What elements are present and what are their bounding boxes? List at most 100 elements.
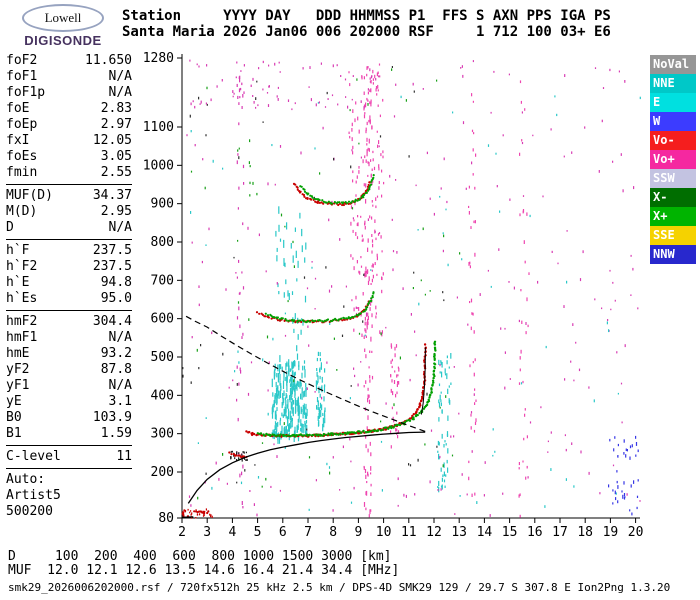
noise-top-strip (189, 59, 380, 109)
svg-text:80: 80 (158, 511, 174, 526)
noise-cyan-scatter (190, 95, 641, 511)
param-value: 237.5 (92, 259, 132, 274)
plot-axes (177, 54, 640, 523)
noise-blue-scatter-right (608, 435, 639, 516)
param-b1: B1 1.59 (6, 426, 132, 442)
legend-item-sse: SSE (650, 226, 696, 245)
param-label: hmE (6, 346, 30, 361)
param-fof1p: foF1p N/A (6, 85, 132, 101)
param-value: 94.8 (100, 275, 132, 290)
param-group-1: MUF(D) 34.37 M(D) 2.95 D N/A (6, 188, 132, 240)
footer-info: smk29_2026006202000.rsf / 720fx512h 25 k… (8, 581, 671, 594)
trace-f2-cusp-black (420, 347, 426, 415)
param-artist5: Artist5 (6, 488, 132, 504)
svg-text:18: 18 (577, 525, 593, 540)
noise-cyan-tall-6 (275, 206, 307, 363)
station-header-line2: Santa Maria 2026 Jan06 006 202000 RSF 1 … (122, 24, 611, 40)
svg-text:300: 300 (151, 427, 174, 442)
param-group-5: Auto: Artist5 500200 (6, 472, 132, 523)
param-foes: foEs 3.05 (6, 149, 132, 165)
param-label: h`F2 (6, 259, 38, 274)
param-value: 103.9 (92, 410, 132, 425)
legend-item-x: X+ (650, 207, 696, 226)
svg-text:12: 12 (426, 525, 442, 540)
param-ye: yE 3.1 (6, 394, 132, 410)
svg-text:1280: 1280 (143, 51, 174, 66)
param-value: 3.05 (100, 149, 132, 164)
svg-text:11: 11 (401, 525, 417, 540)
svg-text:16: 16 (527, 525, 543, 540)
noise-pink-upper-band (348, 63, 385, 337)
param-value: 11.650 (85, 53, 132, 68)
param-value: 1.59 (100, 426, 132, 441)
param-b0: B0 103.9 (6, 410, 132, 426)
param-value: N/A (108, 330, 132, 345)
param-label: foE (6, 101, 30, 116)
svg-text:5: 5 (254, 525, 262, 540)
param-clevel: C-level 11 (6, 449, 132, 465)
param-500200: 500200 (6, 504, 132, 520)
svg-text:500: 500 (151, 350, 174, 365)
param-value: 304.4 (92, 314, 132, 329)
svg-text:1000: 1000 (143, 158, 174, 173)
param-label: h`F (6, 243, 30, 258)
param-label: B1 (6, 426, 22, 441)
param-label: yF2 (6, 362, 30, 377)
trace-f2-x-mode (256, 340, 437, 438)
param-label: hmF2 (6, 314, 38, 329)
param-value: 11 (116, 449, 132, 464)
param-value: N/A (108, 220, 132, 235)
param-hf: h`F 237.5 (6, 243, 132, 259)
svg-text:15: 15 (502, 525, 518, 540)
param-label: foF1 (6, 69, 38, 84)
param-group-0: foF2 11.650 foF1 N/A foF1p N/A foE 2.83 foEp 2.97… (6, 53, 132, 185)
param-label: 500200 (6, 504, 53, 519)
param-group-4: C-level 11 (6, 449, 132, 469)
param-hmf1: hmF1 N/A (6, 330, 132, 346)
svg-text:800: 800 (151, 235, 174, 250)
lowell-logo-oval: Lowell (22, 4, 104, 32)
param-label: yF1 (6, 378, 30, 393)
param-label: MUF(D) (6, 188, 53, 203)
svg-text:200: 200 (151, 465, 174, 480)
param-hme: hmE 93.2 (6, 346, 132, 362)
param-value: 34.37 (92, 188, 132, 203)
lowell-digisonde-logo: Lowell DIGISONDE (10, 4, 116, 48)
param-d: D N/A (6, 220, 132, 236)
trace-fmin-marks (181, 509, 186, 517)
legend-item-e: E (650, 93, 696, 112)
param-label: h`E (6, 275, 30, 290)
legend-item-nnw: NNW (650, 245, 696, 264)
svg-text:9: 9 (354, 525, 362, 540)
trace-true-height-profile (187, 431, 426, 504)
param-label: h`Es (6, 291, 38, 306)
param-label: D (6, 220, 14, 235)
trace-f2-o-mode (245, 343, 427, 438)
param-label: yE (6, 394, 22, 409)
trace-third-hop-x (299, 174, 375, 205)
legend-item-noval: NoVal (650, 55, 696, 74)
svg-text:900: 900 (151, 197, 174, 212)
svg-text:17: 17 (552, 525, 568, 540)
param-label: C-level (6, 449, 61, 464)
svg-text:6: 6 (279, 525, 287, 540)
param-value: N/A (108, 378, 132, 393)
ionogram-plot: 1280 1100 1000 900 800 700 600 500 400 300 200 80 2 3… (143, 51, 644, 540)
direction-color-legend: NoVal NNE E W Vo- Vo+ SSW X- X+ SSE NNW (650, 55, 696, 264)
param-label: fxI (6, 133, 30, 148)
legend-item-x: X- (650, 188, 696, 207)
svg-text:3: 3 (203, 525, 211, 540)
legend-item-vo: Vo+ (650, 150, 696, 169)
noise-magenta-scatter (186, 60, 641, 517)
param-value: 2.97 (100, 117, 132, 132)
svg-text:13: 13 (451, 525, 467, 540)
param-fof1: foF1 N/A (6, 69, 132, 85)
noise-speckles (182, 59, 641, 519)
noise-cyan-interference-main (271, 359, 308, 444)
param-value: N/A (108, 69, 132, 84)
param-value: 2.95 (100, 204, 132, 219)
noise-pink-column-9 (363, 66, 374, 518)
legend-item-vo: Vo- (650, 131, 696, 150)
legend-item-w: W (650, 112, 696, 131)
